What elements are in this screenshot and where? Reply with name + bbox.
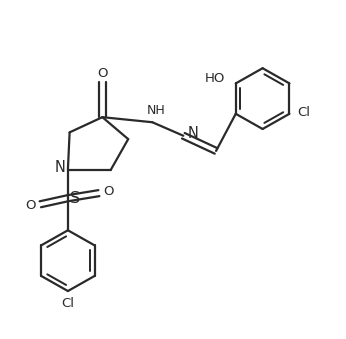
Text: NH: NH [146,104,165,117]
Text: S: S [70,191,80,206]
Text: O: O [103,185,114,198]
Text: HO: HO [205,72,225,85]
Text: O: O [25,199,36,213]
Text: Cl: Cl [298,106,310,119]
Text: N: N [188,125,198,141]
Text: N: N [55,160,66,175]
Text: O: O [97,67,108,80]
Text: Cl: Cl [61,297,74,311]
